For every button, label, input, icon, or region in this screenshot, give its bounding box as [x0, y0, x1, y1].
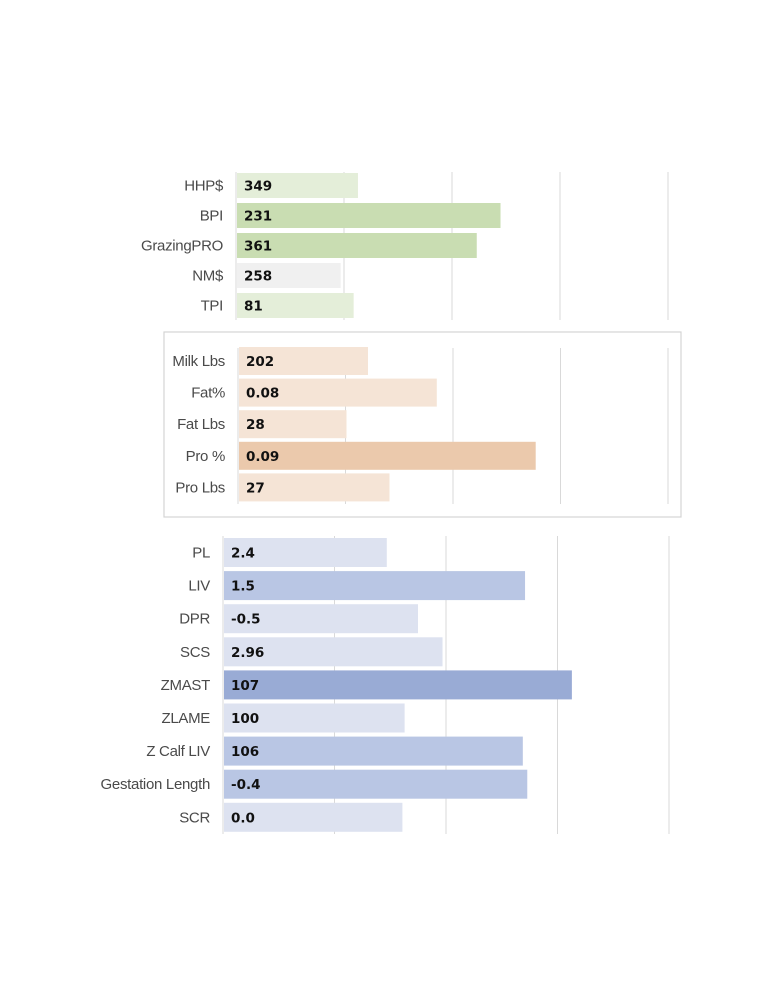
- value-label: 28: [246, 417, 265, 433]
- bar: [237, 203, 501, 228]
- category-label: DPR: [179, 611, 210, 628]
- category-label: ZLAME: [161, 710, 210, 727]
- category-label: Gestation Length: [101, 776, 210, 793]
- bar: [239, 441, 536, 470]
- category-label: Fat%: [191, 385, 225, 402]
- category-label: Fat Lbs: [177, 416, 225, 433]
- bar: [224, 604, 419, 634]
- value-label: -0.4: [231, 777, 261, 793]
- value-label: 202: [246, 354, 274, 370]
- bar: [224, 670, 572, 700]
- category-label: NM$: [192, 268, 224, 285]
- value-label: -0.5: [231, 612, 261, 628]
- bar: [224, 637, 443, 667]
- bar: [224, 769, 528, 799]
- bar: [239, 378, 437, 407]
- bar: [237, 173, 358, 198]
- bar: [237, 263, 341, 288]
- category-label: LIV: [188, 578, 210, 595]
- value-label: 2.96: [231, 645, 264, 661]
- category-label: HHP$: [184, 178, 224, 195]
- bar: [224, 802, 403, 832]
- value-label: 2.4: [231, 546, 255, 562]
- category-label: TPI: [201, 298, 223, 315]
- value-label: 349: [244, 179, 272, 195]
- category-label: Pro %: [186, 448, 225, 465]
- value-label: 106: [231, 744, 259, 760]
- value-label: 27: [246, 480, 265, 496]
- value-label: 258: [244, 269, 272, 285]
- value-label: 361: [244, 239, 272, 255]
- value-label: 0.0: [231, 810, 255, 826]
- category-label: Z Calf LIV: [146, 743, 210, 760]
- category-label: ZMAST: [161, 677, 210, 694]
- category-label: SCR: [179, 809, 210, 826]
- chart-frame: [163, 331, 682, 518]
- value-label: 81: [244, 299, 263, 315]
- index-chart: HHP$ 349 BPI 231 GrazingPRO 361 NM$ 258 TPI 81: [141, 172, 669, 320]
- category-label: PL: [192, 545, 210, 562]
- bar: [224, 736, 523, 766]
- category-label: SCS: [180, 644, 210, 661]
- value-label: 107: [231, 678, 259, 694]
- category-label: Milk Lbs: [172, 353, 225, 370]
- bar: [239, 410, 347, 439]
- category-label: Pro Lbs: [175, 479, 225, 496]
- value-label: 100: [231, 711, 259, 727]
- value-label: 231: [244, 209, 272, 225]
- bar: [239, 473, 390, 502]
- production-chart: Milk Lbs 202 Fat% 0.08 Fat Lbs 28 Pro % 0.09 Pro…: [163, 331, 682, 518]
- bar: [237, 233, 477, 258]
- bar: [224, 703, 405, 733]
- health-chart: PL 2.4 LIV 1.5 DPR -0.5 SCS 2.96 ZMAST 107 ZLAME 10…: [101, 536, 670, 834]
- bar: [237, 293, 354, 318]
- value-label: 0.08: [246, 386, 279, 402]
- category-label: GrazingPRO: [141, 238, 223, 255]
- bar: [224, 571, 526, 601]
- value-label: 0.09: [246, 449, 279, 465]
- bar: [239, 347, 368, 375]
- bar: [224, 538, 387, 567]
- category-label: BPI: [200, 208, 223, 225]
- value-label: 1.5: [231, 579, 255, 595]
